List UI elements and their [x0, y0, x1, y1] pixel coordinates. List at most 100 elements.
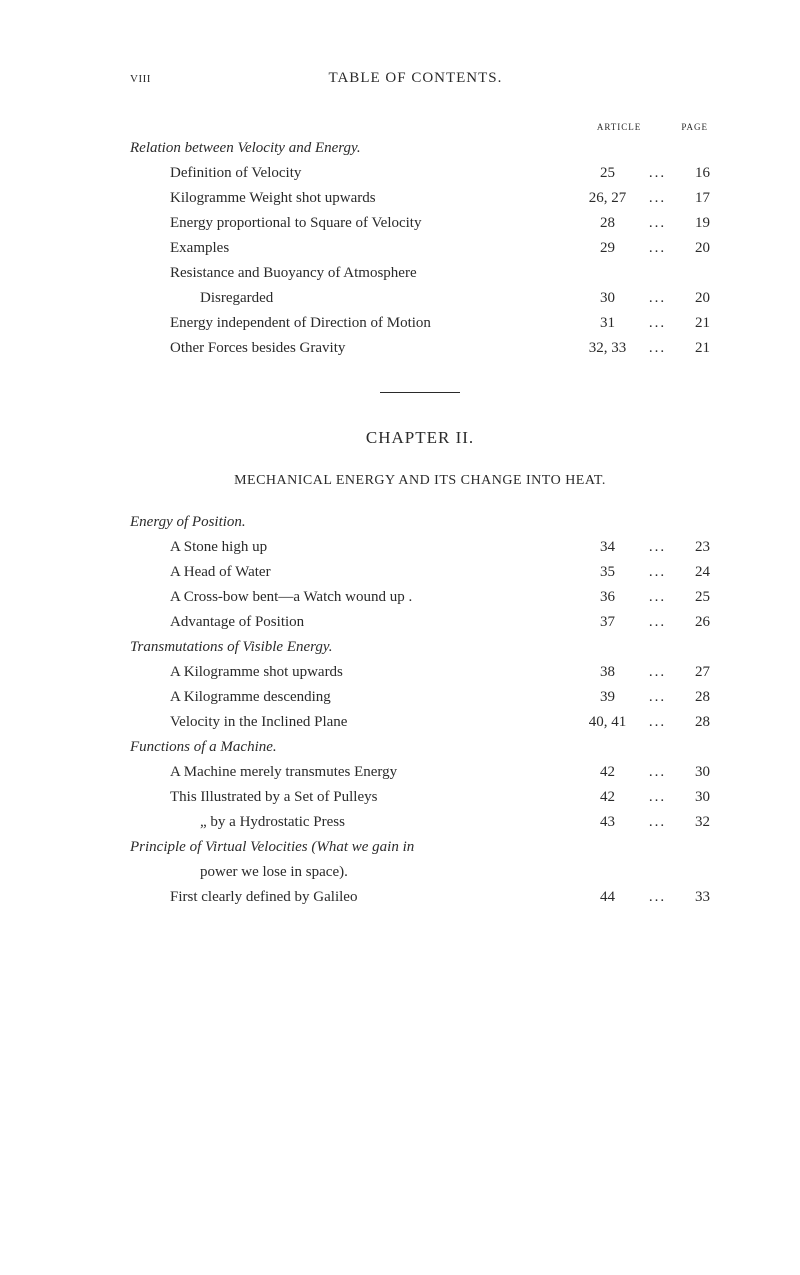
entry-page: 21 [675, 315, 710, 332]
entry-text: Energy proportional to Square of Velocit… [170, 215, 575, 232]
toc-entry: A Machine merely transmutes Energy 42 ..… [130, 764, 710, 781]
entry-dots: ... [640, 589, 675, 606]
entry-article: 37 [575, 614, 640, 631]
article-column-label: ARTICLE [597, 122, 641, 132]
entry-page: 30 [675, 789, 710, 806]
entry-text: A Cross-bow bent—a Watch wound up . [170, 589, 575, 606]
toc-entry: A Stone high up 34 ... 23 [130, 539, 710, 556]
entry-article: 35 [575, 564, 640, 581]
entry-page: 32 [675, 814, 710, 831]
entry-text: „ by a Hydrostatic Press [200, 814, 575, 831]
toc-entry: First clearly defined by Galileo 44 ... … [130, 889, 710, 906]
entry-text: Definition of Velocity [170, 165, 575, 182]
entry-text: Velocity in the Inclined Plane [170, 714, 575, 731]
entry-dots: ... [640, 290, 675, 307]
entry-dots: ... [640, 614, 675, 631]
page-number-top: viii [130, 70, 151, 87]
entry-dots: ... [640, 340, 675, 357]
entry-text: A Machine merely transmutes Energy [170, 764, 575, 781]
section-title: Functions of a Machine. [130, 739, 710, 756]
entry-article: 31 [575, 315, 640, 332]
entry-text: First clearly defined by Galileo [170, 889, 575, 906]
entry-text: Disregarded [200, 290, 575, 307]
toc-entry: Advantage of Position 37 ... 26 [130, 614, 710, 631]
entry-dots: ... [640, 190, 675, 207]
section-title-continuation: power we lose in space). [130, 864, 710, 881]
entry-page: 21 [675, 340, 710, 357]
toc-entry: Energy proportional to Square of Velocit… [130, 215, 710, 232]
toc-entry: A Head of Water 35 ... 24 [130, 564, 710, 581]
section-title: Principle of Virtual Velocities (What we… [130, 839, 710, 856]
entry-text: A Stone high up [170, 539, 575, 556]
entry-page: 27 [675, 664, 710, 681]
entry-article: 36 [575, 589, 640, 606]
entry-text: Resistance and Buoyancy of Atmosphere [170, 265, 575, 282]
entry-dots: ... [640, 564, 675, 581]
entry-article: 32, 33 [575, 340, 640, 357]
entry-page: 25 [675, 589, 710, 606]
toc-entry: Resistance and Buoyancy of Atmosphere [130, 265, 710, 282]
toc-entry: A Kilogramme descending 39 ... 28 [130, 689, 710, 706]
entry-text: This Illustrated by a Set of Pulleys [170, 789, 575, 806]
entry-article: 44 [575, 889, 640, 906]
entry-page: 20 [675, 240, 710, 257]
entry-dots: ... [640, 664, 675, 681]
entry-article: 26, 27 [575, 190, 640, 207]
entry-page: 20 [675, 290, 710, 307]
toc-entry: „ by a Hydrostatic Press 43 ... 32 [130, 814, 710, 831]
entry-page: 24 [675, 564, 710, 581]
entry-text: Other Forces besides Gravity [170, 340, 575, 357]
toc-entry: This Illustrated by a Set of Pulleys 42 … [130, 789, 710, 806]
entry-dots: ... [640, 215, 675, 232]
entry-dots: ... [640, 714, 675, 731]
toc-entry: Kilogramme Weight shot upwards 26, 27 ..… [130, 190, 710, 207]
entry-page: 28 [675, 714, 710, 731]
entry-page: 33 [675, 889, 710, 906]
section-title: Energy of Position. [130, 514, 710, 531]
entry-article: 40, 41 [575, 714, 640, 731]
entry-page: 30 [675, 764, 710, 781]
book-section-title: TABLE OF CONTENTS. [329, 70, 503, 87]
toc-entry-continuation: Disregarded 30 ... 20 [130, 290, 710, 307]
chapter-heading: CHAPTER II. [130, 428, 710, 448]
entry-page: 16 [675, 165, 710, 182]
entry-text: A Kilogramme shot upwards [170, 664, 575, 681]
entry-page: 17 [675, 190, 710, 207]
entry-dots: ... [640, 814, 675, 831]
entry-article: 34 [575, 539, 640, 556]
toc-entry: Definition of Velocity 25 ... 16 [130, 165, 710, 182]
toc-entry: A Kilogramme shot upwards 38 ... 27 [130, 664, 710, 681]
entry-article: 29 [575, 240, 640, 257]
entry-page: 19 [675, 215, 710, 232]
section-title: Transmutations of Visible Energy. [130, 639, 710, 656]
entry-article: 38 [575, 664, 640, 681]
column-headers: ARTICLE PAGE [130, 122, 710, 132]
entry-dots: ... [640, 889, 675, 906]
page-header: viii TABLE OF CONTENTS. [130, 70, 710, 87]
entry-page: 28 [675, 689, 710, 706]
entry-text: A Kilogramme descending [170, 689, 575, 706]
entry-article: 42 [575, 789, 640, 806]
entry-dots: ... [640, 764, 675, 781]
entry-text: Advantage of Position [170, 614, 575, 631]
entry-page: 23 [675, 539, 710, 556]
entry-article: 28 [575, 215, 640, 232]
entry-dots: ... [640, 789, 675, 806]
toc-entry: Other Forces besides Gravity 32, 33 ... … [130, 340, 710, 357]
entry-dots: ... [640, 689, 675, 706]
entry-dots: ... [640, 315, 675, 332]
toc-entry: Velocity in the Inclined Plane 40, 41 ..… [130, 714, 710, 731]
entry-article: 30 [575, 290, 640, 307]
entry-dots: ... [640, 240, 675, 257]
entry-article: 39 [575, 689, 640, 706]
entry-text: Examples [170, 240, 575, 257]
entry-article: 25 [575, 165, 640, 182]
section-divider [380, 392, 460, 393]
entry-text: A Head of Water [170, 564, 575, 581]
entry-dots: ... [640, 165, 675, 182]
page-column-label: PAGE [681, 122, 708, 132]
toc-entry: A Cross-bow bent—a Watch wound up . 36 .… [130, 589, 710, 606]
entry-article: 42 [575, 764, 640, 781]
entry-dots: ... [640, 539, 675, 556]
entry-article: 43 [575, 814, 640, 831]
